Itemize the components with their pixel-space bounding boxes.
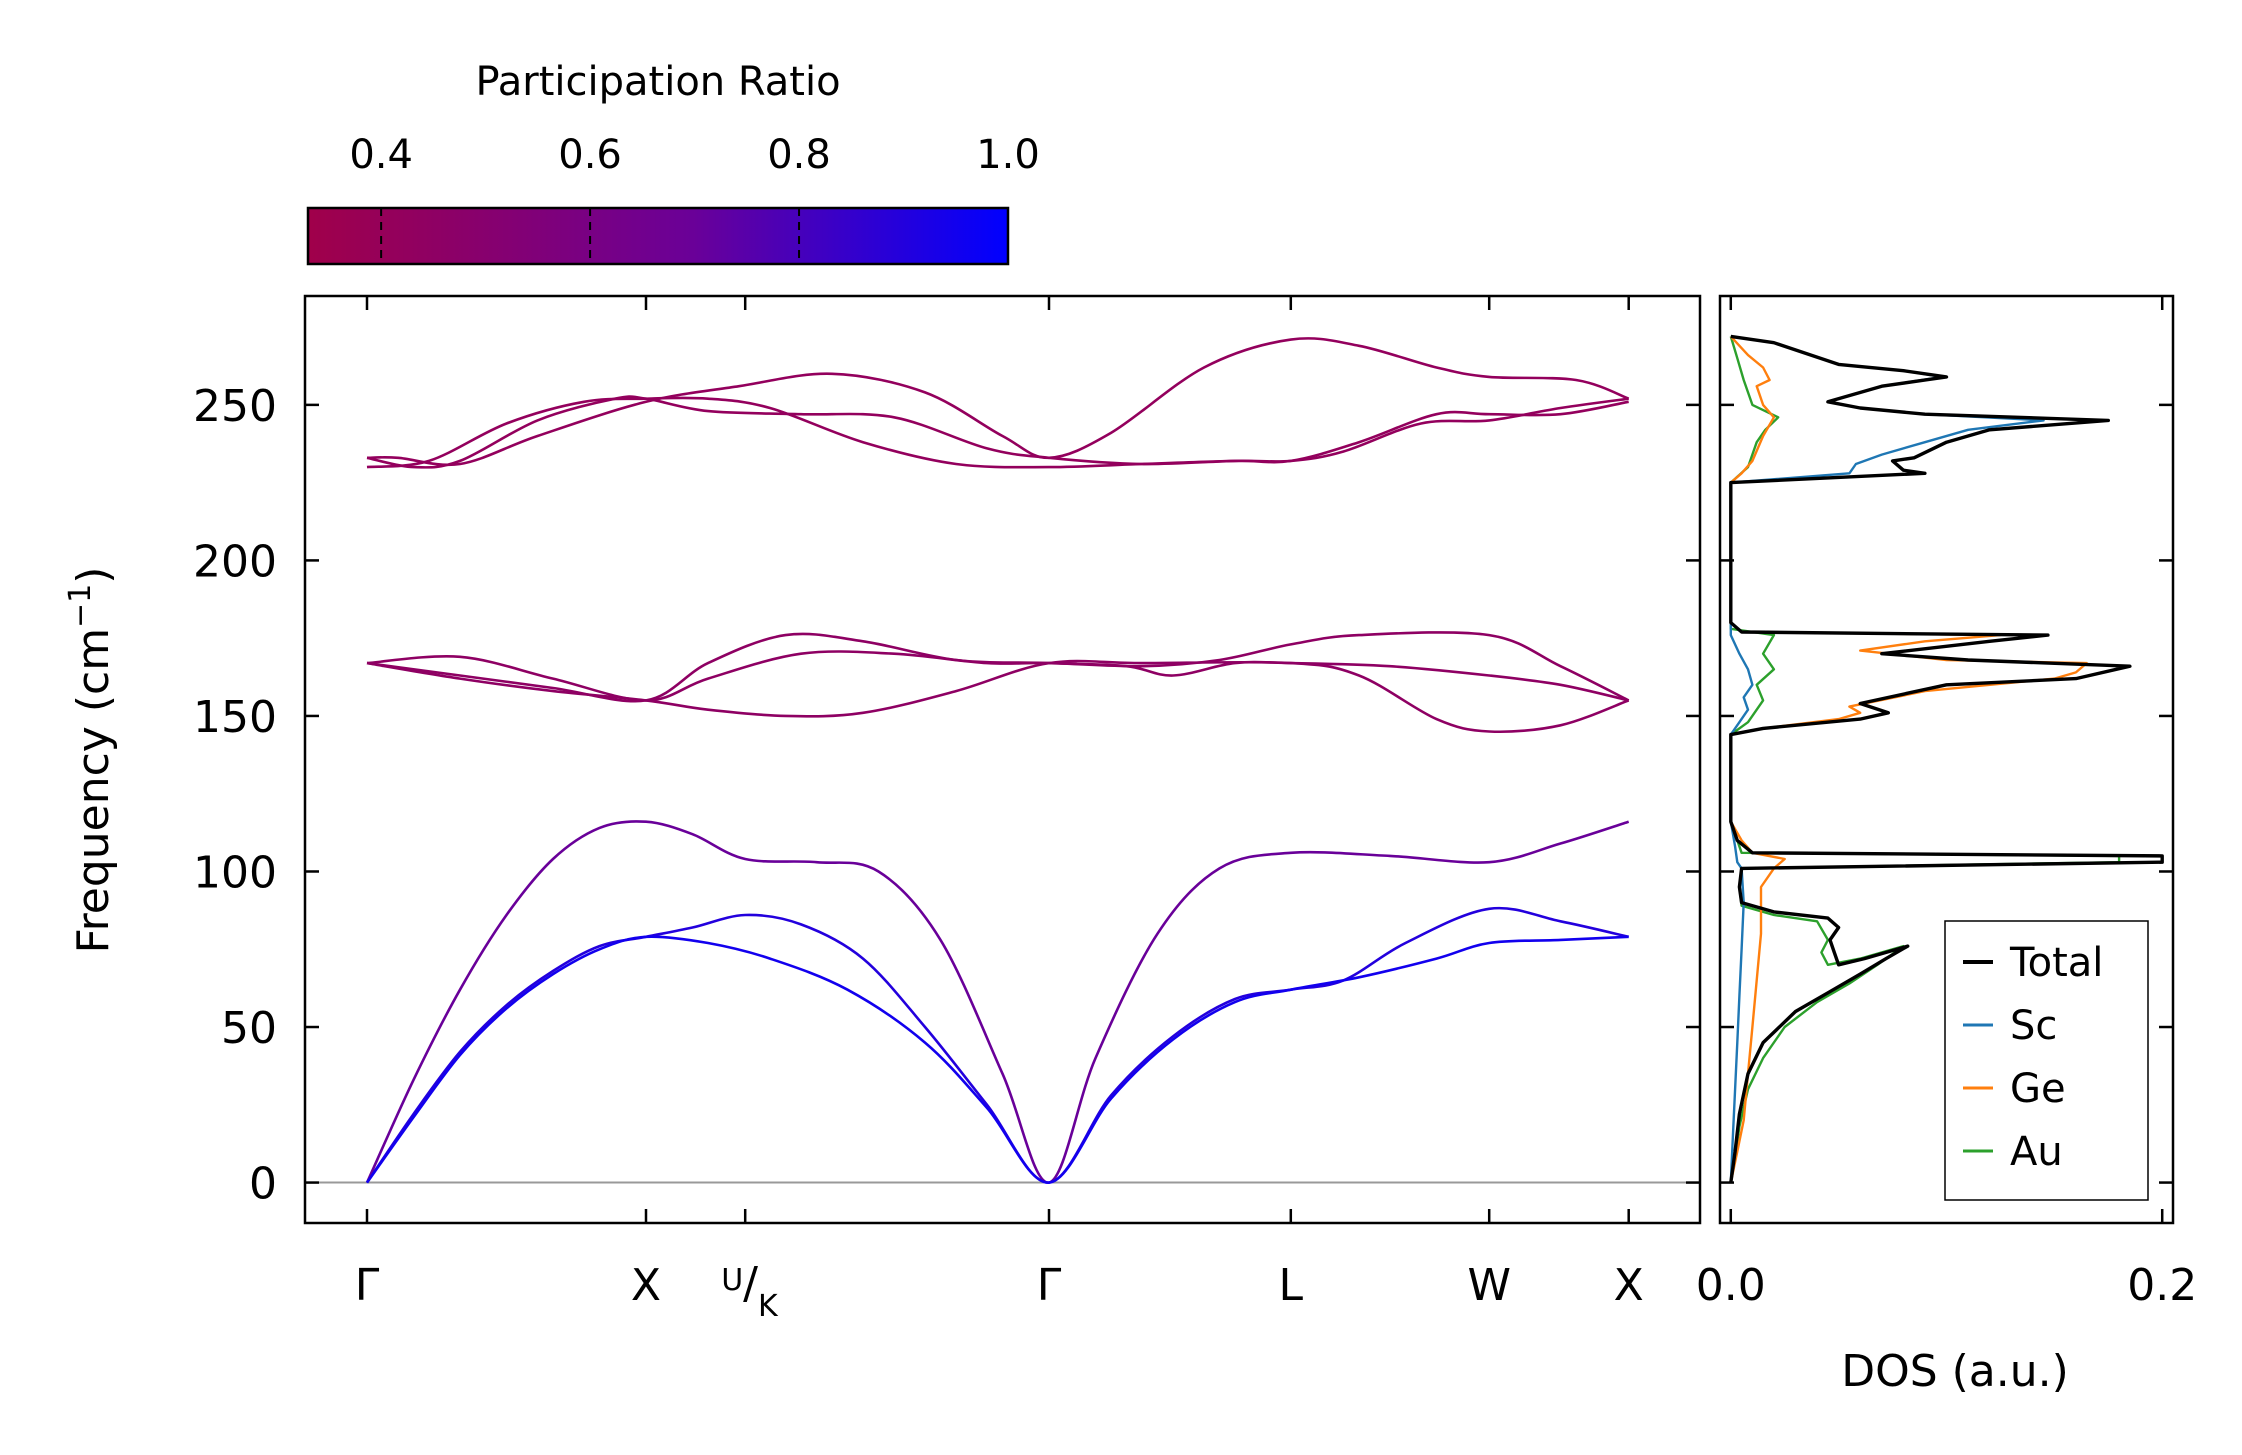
y-tick-label: 50: [221, 1003, 277, 1054]
dos-x-tick-label: 0.2: [2127, 1260, 2197, 1311]
band-line-6: [366, 659, 1630, 734]
dos-x-tick-label: 0.0: [1696, 1260, 1766, 1311]
y-tick-label: 200: [193, 536, 277, 587]
dos-x-axis-label: DOS (a.u.): [1841, 1346, 2069, 1397]
colorbar-ticks: 0.4 0.6 0.8 1.0: [349, 132, 1040, 264]
y-tick-label: 0: [249, 1159, 277, 1210]
legend-frame: [1944, 920, 2149, 1201]
colorbar: Participation Ratio 0.4 0.6 0.8 1.0: [306, 59, 1040, 266]
dos-frame: [1718, 294, 2175, 1225]
colorbar-tick-label: 1.0: [976, 132, 1040, 178]
k-point-label: W: [1467, 1260, 1511, 1311]
k-point-label: Γ: [355, 1260, 380, 1311]
colorbar-tick-label: 0.6: [558, 132, 622, 178]
k-point-label: L: [1279, 1260, 1304, 1311]
y-tick-label: 100: [193, 847, 277, 898]
band-line-2: [366, 395, 1629, 469]
legend-label: Ge: [2010, 1066, 2066, 1112]
legend-label: Total: [2009, 940, 2103, 986]
k-point-label: U/K: [721, 1258, 779, 1324]
k-point-label: X: [1614, 1260, 1644, 1311]
colorbar-label: Participation Ratio: [475, 59, 840, 105]
band-line-7: [365, 820, 1630, 1184]
legend-label: Au: [2010, 1129, 2063, 1175]
band-y-ticks: 0 50 100 150 200 250: [193, 381, 1700, 1210]
band-structure-panel: 0 50 100 150 200 250 Γ X U/K Γ L W X Frequency (cm−…: [63, 294, 1702, 1324]
legend-label: Sc: [2010, 1003, 2057, 1049]
dos-panel: 0.0 0.2 DOS (a.u.) Total Sc Ge Au: [1696, 294, 2197, 1397]
band-lines: [365, 337, 1630, 1184]
colorbar-gradient: [306, 206, 1010, 266]
dos-ticks: 0.0 0.2: [1696, 296, 2197, 1311]
y-tick-label: 150: [193, 692, 277, 743]
colorbar-tick-label: 0.8: [767, 132, 831, 178]
band-line-5: [366, 632, 1629, 703]
band-line-3: [366, 337, 1630, 467]
dos-legend: Total Sc Ge Au: [1944, 920, 2149, 1201]
band-frame: [303, 294, 1702, 1225]
dos-series-total: [1729, 334, 2164, 1183]
band-line-8: [365, 906, 1629, 1184]
k-point-label: X: [631, 1260, 661, 1311]
k-point-label: Γ: [1037, 1260, 1062, 1311]
band-line-1: [366, 396, 1629, 469]
band-k-ticks: Γ X U/K Γ L W X: [355, 296, 1644, 1324]
y-axis-label: Frequency (cm−1): [63, 567, 119, 954]
colorbar-tick-label: 0.4: [349, 132, 413, 178]
dos-lines: [1729, 334, 2164, 1183]
band-line-9: [365, 935, 1629, 1184]
y-tick-label: 250: [193, 381, 277, 432]
